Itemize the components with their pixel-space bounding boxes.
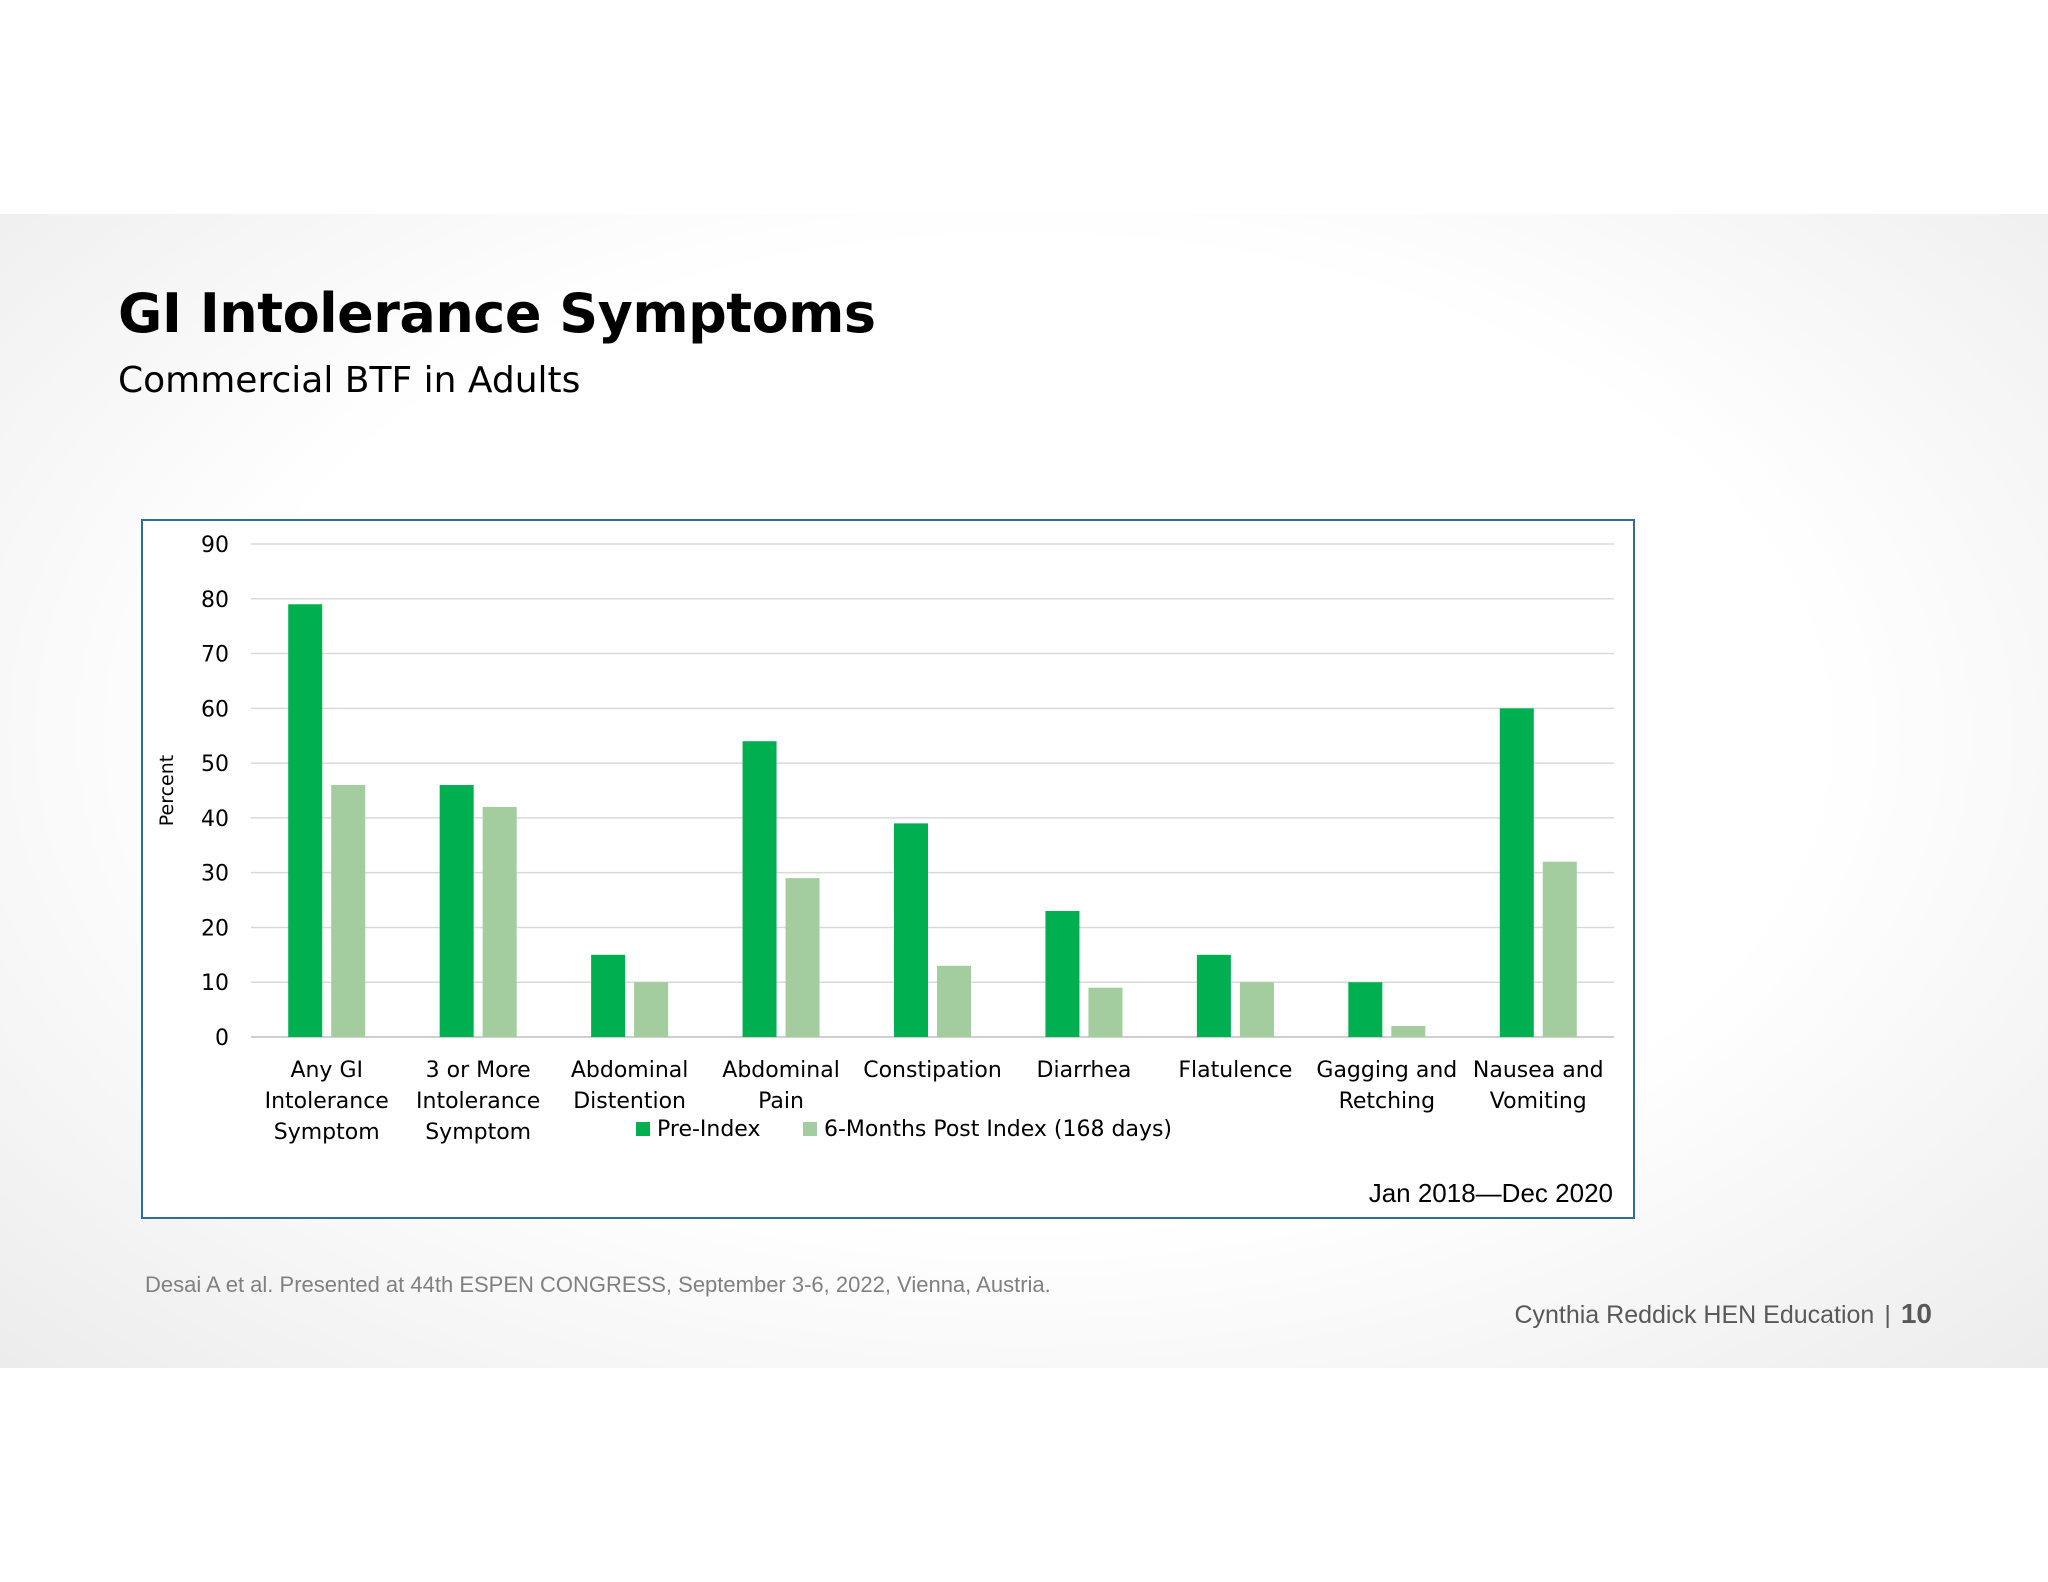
bar-pre-index: [1045, 911, 1080, 1037]
y-tick-label: 10: [201, 971, 229, 996]
bar-pre-index: [742, 741, 777, 1037]
x-category-label: Symptom: [274, 1120, 380, 1145]
footer: Cynthia Reddick HEN Education | 10: [1514, 1298, 1932, 1330]
date-range: Jan 2018—Dec 2020: [1368, 1178, 1613, 1208]
y-tick-label: 40: [201, 807, 229, 832]
bar-post-index: [1088, 987, 1123, 1037]
bar-chart: 0 10 20 30 40 50 60 70 80 90 Percent Any GI Intolera…: [156, 533, 1614, 1145]
bar-pre-index: [894, 823, 928, 1037]
x-category-label: Symptom: [425, 1120, 531, 1145]
citation: Desai A et al. Presented at 44th ESPEN C…: [145, 1272, 1051, 1297]
legend-swatch: [636, 1122, 650, 1136]
x-category-label: Intolerance: [265, 1089, 389, 1114]
slide-subtitle: Commercial BTF in Adults: [118, 360, 581, 401]
y-tick-label: 20: [201, 916, 229, 941]
y-tick-label: 50: [201, 752, 229, 777]
bar-pre-index: [1348, 982, 1383, 1037]
bar-post-index: [937, 965, 971, 1037]
y-tick-label: 70: [201, 643, 229, 668]
slide-title: GI Intolerance Symptoms: [118, 282, 876, 345]
footer-separator: |: [1884, 1301, 1891, 1329]
bar-pre-index: [439, 785, 474, 1037]
page-number: 10: [1900, 1298, 1932, 1329]
x-category-label: Nausea and: [1473, 1058, 1604, 1083]
x-category-label: Flatulence: [1178, 1058, 1292, 1083]
x-category-label: Vomiting: [1490, 1089, 1587, 1114]
x-category-label: Constipation: [863, 1058, 1002, 1083]
x-category-label: Gagging and: [1316, 1058, 1457, 1083]
legend-swatch: [803, 1122, 817, 1136]
chart-frame: 0 10 20 30 40 50 60 70 80 90 Percent Any GI Intolera…: [141, 519, 1635, 1219]
bar-post-index: [785, 878, 820, 1037]
legend-label: 6-Months Post Index (168 days): [824, 1117, 1172, 1142]
bar-pre-index: [1196, 954, 1231, 1037]
slide: GI Intolerance Symptoms Commercial BTF i…: [0, 214, 2048, 1368]
bar-post-index: [482, 806, 517, 1037]
y-tick-label: 90: [201, 533, 229, 558]
bar-pre-index: [1499, 708, 1534, 1037]
x-category-label: Abdominal: [722, 1058, 840, 1083]
y-tick-label: 0: [215, 1026, 229, 1051]
bar-post-index: [331, 785, 366, 1037]
x-category-label: Intolerance: [416, 1089, 540, 1114]
legend-label: Pre-Index: [657, 1117, 760, 1142]
x-category-label: Diarrhea: [1037, 1058, 1132, 1083]
bar-post-index: [1239, 982, 1274, 1037]
footer-organization: Cynthia Reddick HEN Education: [1514, 1301, 1875, 1329]
bar-pre-index: [288, 604, 323, 1037]
bar-pre-index: [591, 954, 626, 1037]
y-tick-label: 60: [201, 697, 229, 722]
x-category-label: Any GI: [290, 1058, 363, 1083]
y-tick-label: 80: [201, 588, 229, 613]
x-category-label: Pain: [758, 1089, 804, 1114]
bar-post-index: [634, 982, 669, 1037]
x-category-label: Retching: [1339, 1089, 1436, 1114]
y-axis-title: Percent: [156, 755, 178, 827]
bar-post-index: [1542, 861, 1577, 1037]
bar-post-index: [1391, 1026, 1426, 1037]
x-category-label: Distention: [573, 1089, 686, 1114]
x-category-label: Abdominal: [571, 1058, 689, 1083]
y-tick-label: 30: [201, 862, 229, 887]
x-category-label: 3 or More: [426, 1058, 531, 1083]
